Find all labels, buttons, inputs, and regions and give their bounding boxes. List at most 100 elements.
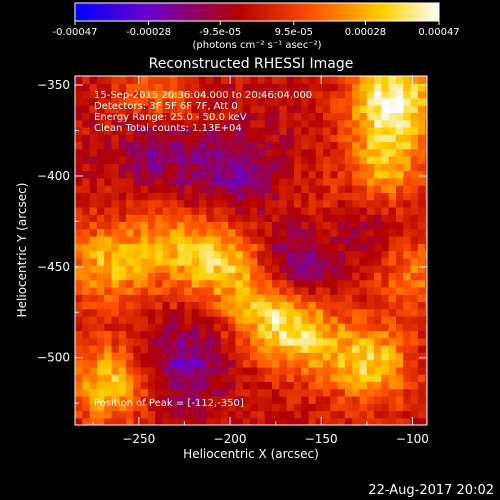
heatmap-cell <box>228 395 237 404</box>
heatmap-cell <box>228 105 237 113</box>
heatmap-cell <box>89 323 98 332</box>
heatmap-cell <box>199 366 207 375</box>
heatmap-cell <box>301 177 310 186</box>
heatmap-cell <box>96 134 105 143</box>
heatmap-cell <box>206 236 215 244</box>
heatmap-cell <box>250 163 258 172</box>
heatmap-cell <box>425 301 427 310</box>
heatmap-cell <box>133 272 142 281</box>
heatmap-cell <box>235 126 244 135</box>
heatmap-cell <box>177 221 185 230</box>
heatmap-cell <box>315 374 324 382</box>
heatmap-cell <box>381 206 390 215</box>
heatmap-cell <box>374 359 382 368</box>
heatmap-cell <box>286 163 295 172</box>
heatmap-cell <box>169 337 178 346</box>
heatmap-cell <box>111 352 120 361</box>
heatmap-cell <box>199 90 207 99</box>
heatmap-cell <box>323 214 331 222</box>
heatmap-cell <box>75 170 83 179</box>
heatmap-cell <box>388 250 397 259</box>
heatmap-cell <box>264 257 273 266</box>
heatmap-cell <box>235 286 244 295</box>
heatmap-cell <box>264 417 273 425</box>
heatmap-cell <box>403 315 412 324</box>
heatmap-cell <box>337 90 346 99</box>
heatmap-cell <box>96 315 105 324</box>
heatmap-cell <box>388 359 397 368</box>
heatmap-cell <box>235 90 244 99</box>
heatmap-cell <box>148 214 156 222</box>
heatmap-cell <box>396 221 404 230</box>
heatmap-cell <box>75 119 83 128</box>
heatmap-cell <box>359 337 368 346</box>
heatmap-cell <box>96 112 105 121</box>
heatmap-cell <box>235 359 244 368</box>
heatmap-cell <box>264 141 273 150</box>
heatmap-cell <box>272 97 280 106</box>
heatmap-cell <box>89 337 98 346</box>
heatmap-cell <box>308 272 317 281</box>
heatmap-cell <box>133 301 142 310</box>
heatmap-cell <box>104 105 113 113</box>
heatmap-cell <box>257 148 266 157</box>
heatmap-cell <box>410 381 419 390</box>
heatmap-cell <box>388 90 397 99</box>
heatmap-cell <box>264 286 273 295</box>
heatmap-cell <box>82 308 91 317</box>
heatmap-cell <box>264 243 273 252</box>
heatmap-cell <box>257 119 266 128</box>
heatmap-cell <box>213 286 222 295</box>
heatmap-cell <box>308 417 317 425</box>
heatmap-cell <box>199 388 207 397</box>
heatmap-cell <box>220 214 229 222</box>
heatmap-cell <box>417 163 426 172</box>
heatmap-cell <box>388 279 397 288</box>
heatmap-cell <box>286 185 295 193</box>
heatmap-cell <box>133 112 142 121</box>
heatmap-cell <box>228 388 237 397</box>
heatmap-cell <box>155 236 164 244</box>
heatmap-cell <box>140 395 149 404</box>
heatmap-cell <box>118 214 127 222</box>
heatmap-cell <box>366 272 375 281</box>
heatmap-cell <box>410 395 419 404</box>
heatmap-cell <box>250 366 258 375</box>
heatmap-cell <box>250 214 258 222</box>
heatmap-cell <box>213 83 222 92</box>
heatmap-cell <box>374 112 382 121</box>
heatmap-cell <box>301 352 310 361</box>
heatmap-cell <box>104 315 113 324</box>
heatmap-cell <box>75 105 83 113</box>
heatmap-cell <box>286 243 295 252</box>
heatmap-cell <box>213 243 222 252</box>
heatmap-cell <box>155 126 164 135</box>
heatmap-cell <box>118 76 127 84</box>
heatmap-cell <box>133 359 142 368</box>
heatmap-cell <box>184 410 193 419</box>
heatmap-cell <box>366 308 375 317</box>
x-tick-label: −250 <box>122 432 155 446</box>
heatmap-cell <box>206 410 215 419</box>
heatmap-cell <box>111 337 120 346</box>
heatmap-cell <box>308 206 317 215</box>
heatmap-cell <box>148 83 156 92</box>
heatmap-cell <box>366 192 375 201</box>
heatmap-cell <box>162 214 171 222</box>
heatmap-cell <box>89 236 98 244</box>
heatmap-cell <box>155 366 164 375</box>
heatmap-cell <box>403 417 412 425</box>
heatmap-cell <box>388 366 397 375</box>
heatmap-cell <box>381 410 390 419</box>
heatmap-cell <box>118 345 127 353</box>
heatmap-cell <box>104 236 113 244</box>
heatmap-cell <box>381 192 390 201</box>
heatmap-cell <box>388 301 397 310</box>
heatmap-cell <box>155 279 164 288</box>
heatmap-cell <box>330 243 339 252</box>
heatmap-cell <box>264 395 273 404</box>
heatmap-cell <box>191 265 200 273</box>
heatmap-cell <box>366 315 375 324</box>
heatmap-cell <box>410 286 419 295</box>
heatmap-cell <box>286 301 295 310</box>
